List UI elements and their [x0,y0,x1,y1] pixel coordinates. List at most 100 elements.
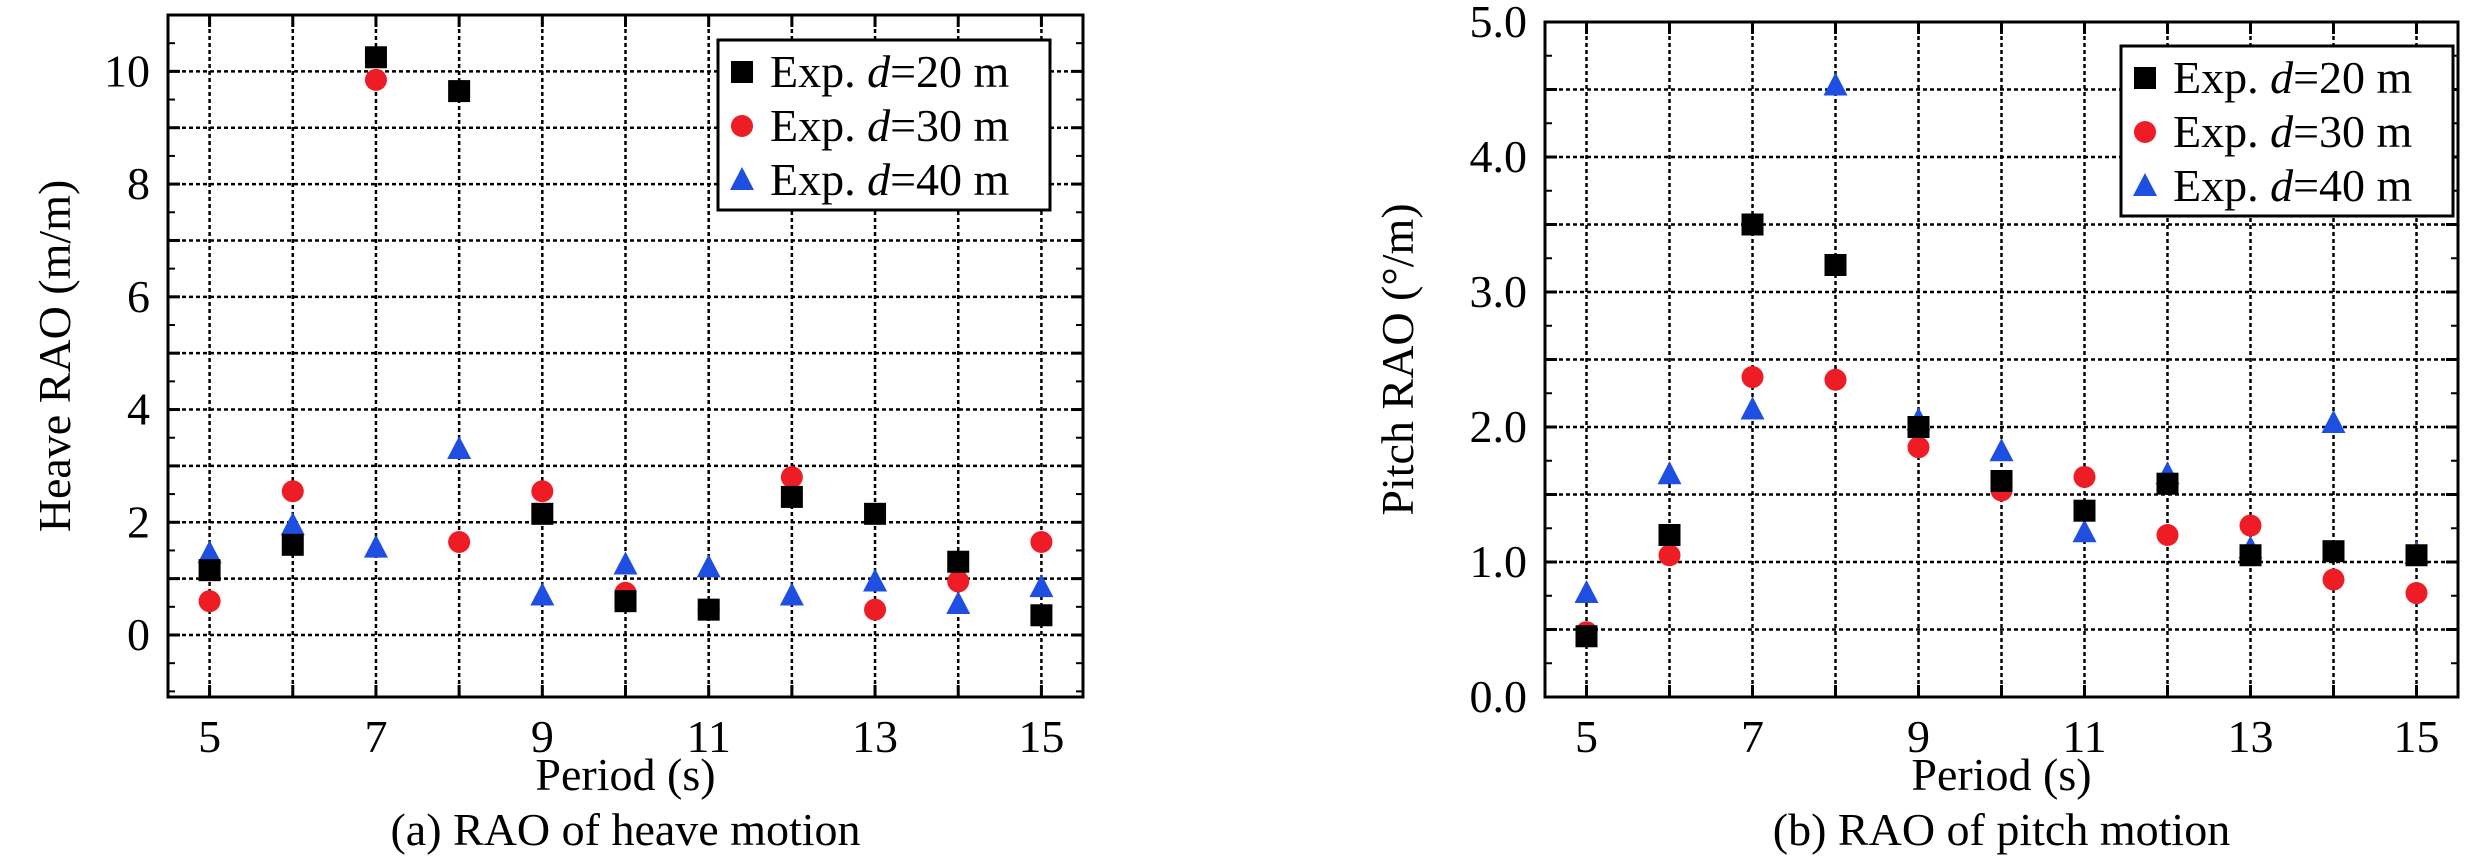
data-point-triangle [946,591,971,614]
data-point-square [531,502,554,525]
x-tick-label: 9 [1907,711,1930,762]
legend-label-suffix: =20 m [2293,52,2412,103]
data-point-triangle [613,551,638,575]
data-point-circle [2405,582,2428,605]
legend-marker-circle [2134,121,2156,143]
legend-marker-square [2134,67,2156,89]
legend-label-suffix: =30 m [2293,106,2412,157]
data-point-circle [1030,531,1053,553]
legend-label: Exp. d=30 m [770,100,1010,151]
data-point-triangle [280,512,305,536]
x-axis-title: Period (s) [535,749,715,800]
data-point-square [1575,625,1598,648]
data-point-square [1907,416,1930,438]
data-point-circle [2156,524,2179,546]
data-point-triangle [1989,438,2014,462]
data-point-circle [364,68,387,91]
x-tick-label: 13 [852,711,898,762]
data-point-square [281,533,304,556]
data-point-circle [780,466,803,489]
data-point-square [1824,254,1847,276]
y-tick-label: 5.0 [1470,0,1528,47]
data-point-square [1990,470,2013,492]
y-tick-label: 2.0 [1470,401,1528,452]
data-point-triangle [696,554,721,578]
legend-label-suffix: =40 m [2293,160,2412,211]
pitch-rao-chart: 5 7 9 11 13 15 0.0 1.0 2.0 3.0 4.0 5.0 Period (s) Pit… [1372,0,2460,855]
data-point-triangle [363,534,388,558]
data-point-circle [281,480,304,503]
data-point-triangle [863,568,888,592]
x-tick-label: 7 [364,711,387,762]
data-point-circle [947,570,970,593]
y-tick-label: 10 [104,45,150,96]
heave-rao-chart: 5 7 9 11 13 15 0 2 4 6 8 10 Period (s) Heave RAO (m/m… [29,13,1085,855]
y-tick-label: 0.0 [1470,671,1528,722]
data-point-circle [2239,514,2262,537]
legend-marker-triangle [2133,173,2157,196]
figure-caption: (b) RAO of pitch motion [1773,804,2230,855]
y-axis-title: Heave RAO (m/m) [29,180,80,533]
data-point-circle [1658,544,1681,567]
data-point-triangle [779,582,804,606]
legend-label: Exp. d=20 m [770,46,1010,97]
data-point-square [448,80,471,103]
y-tick-label: 4 [127,384,150,435]
legend-label-prefix: Exp. [770,46,867,97]
legend-marker-square [731,61,753,83]
data-point-square [2239,544,2262,567]
data-point-triangle [197,540,222,564]
y-tick-label: 0 [127,609,150,660]
legend-box [716,38,1052,212]
data-point-square [864,502,887,525]
legend-label-suffix: =40 m [890,154,1009,205]
figure-caption: (a) RAO of heave motion [390,804,860,855]
legend-label-prefix: Exp. [2173,52,2270,103]
data-point-triangle [530,582,555,606]
legend-label-variable: d [867,100,891,151]
legend-marker-triangle [730,167,754,190]
data-point-triangle [2072,519,2097,543]
series-square [198,46,1053,627]
y-axis-title: Pitch RAO (°/m) [1372,203,1423,515]
data-point-square [1658,524,1681,546]
legend-label: Exp. d=40 m [770,154,1010,205]
data-point-triangle [1029,574,1054,598]
data-point-triangle [2321,409,2346,433]
legend-label: Exp. d=20 m [2173,52,2413,103]
data-point-square [2322,540,2345,563]
x-tick-label: 15 [1018,711,1064,762]
data-point-circle [1741,366,1764,389]
x-tick-label: 11 [687,711,731,762]
data-point-circle [2073,465,2096,488]
series-triangle [197,436,1054,614]
legend-label-suffix: =20 m [890,46,1009,97]
y-tick-label: 3.0 [1470,266,1528,317]
legend-label-variable: d [2270,52,2294,103]
legend-label-variable: d [867,46,891,97]
data-point-square [2405,544,2428,567]
data-point-circle [198,590,221,613]
y-tick-label: 2 [127,496,150,547]
series-square [1575,213,2428,648]
legend-label-variable: d [867,154,891,205]
legend-label: Exp. d=30 m [2173,106,2413,157]
tick-marks [1545,20,2458,699]
legend-label-prefix: Exp. [2173,160,2270,211]
data-point-circle [864,598,887,621]
data-point-circle [1907,436,1930,459]
y-tick-label: 4.0 [1470,131,1528,182]
y-tick-label: 6 [127,271,150,322]
y-tick-label: 8 [127,158,150,209]
legend-label-prefix: Exp. [2173,106,2270,157]
data-point-triangle [1740,396,1765,420]
data-point-triangle [1574,580,1599,604]
x-tick-label: 5 [1575,711,1598,762]
tick-marks [168,13,1083,697]
data-point-circle [1824,368,1847,391]
x-axis-title: Period (s) [1911,749,2091,800]
x-tick-label: 7 [1741,711,1764,762]
